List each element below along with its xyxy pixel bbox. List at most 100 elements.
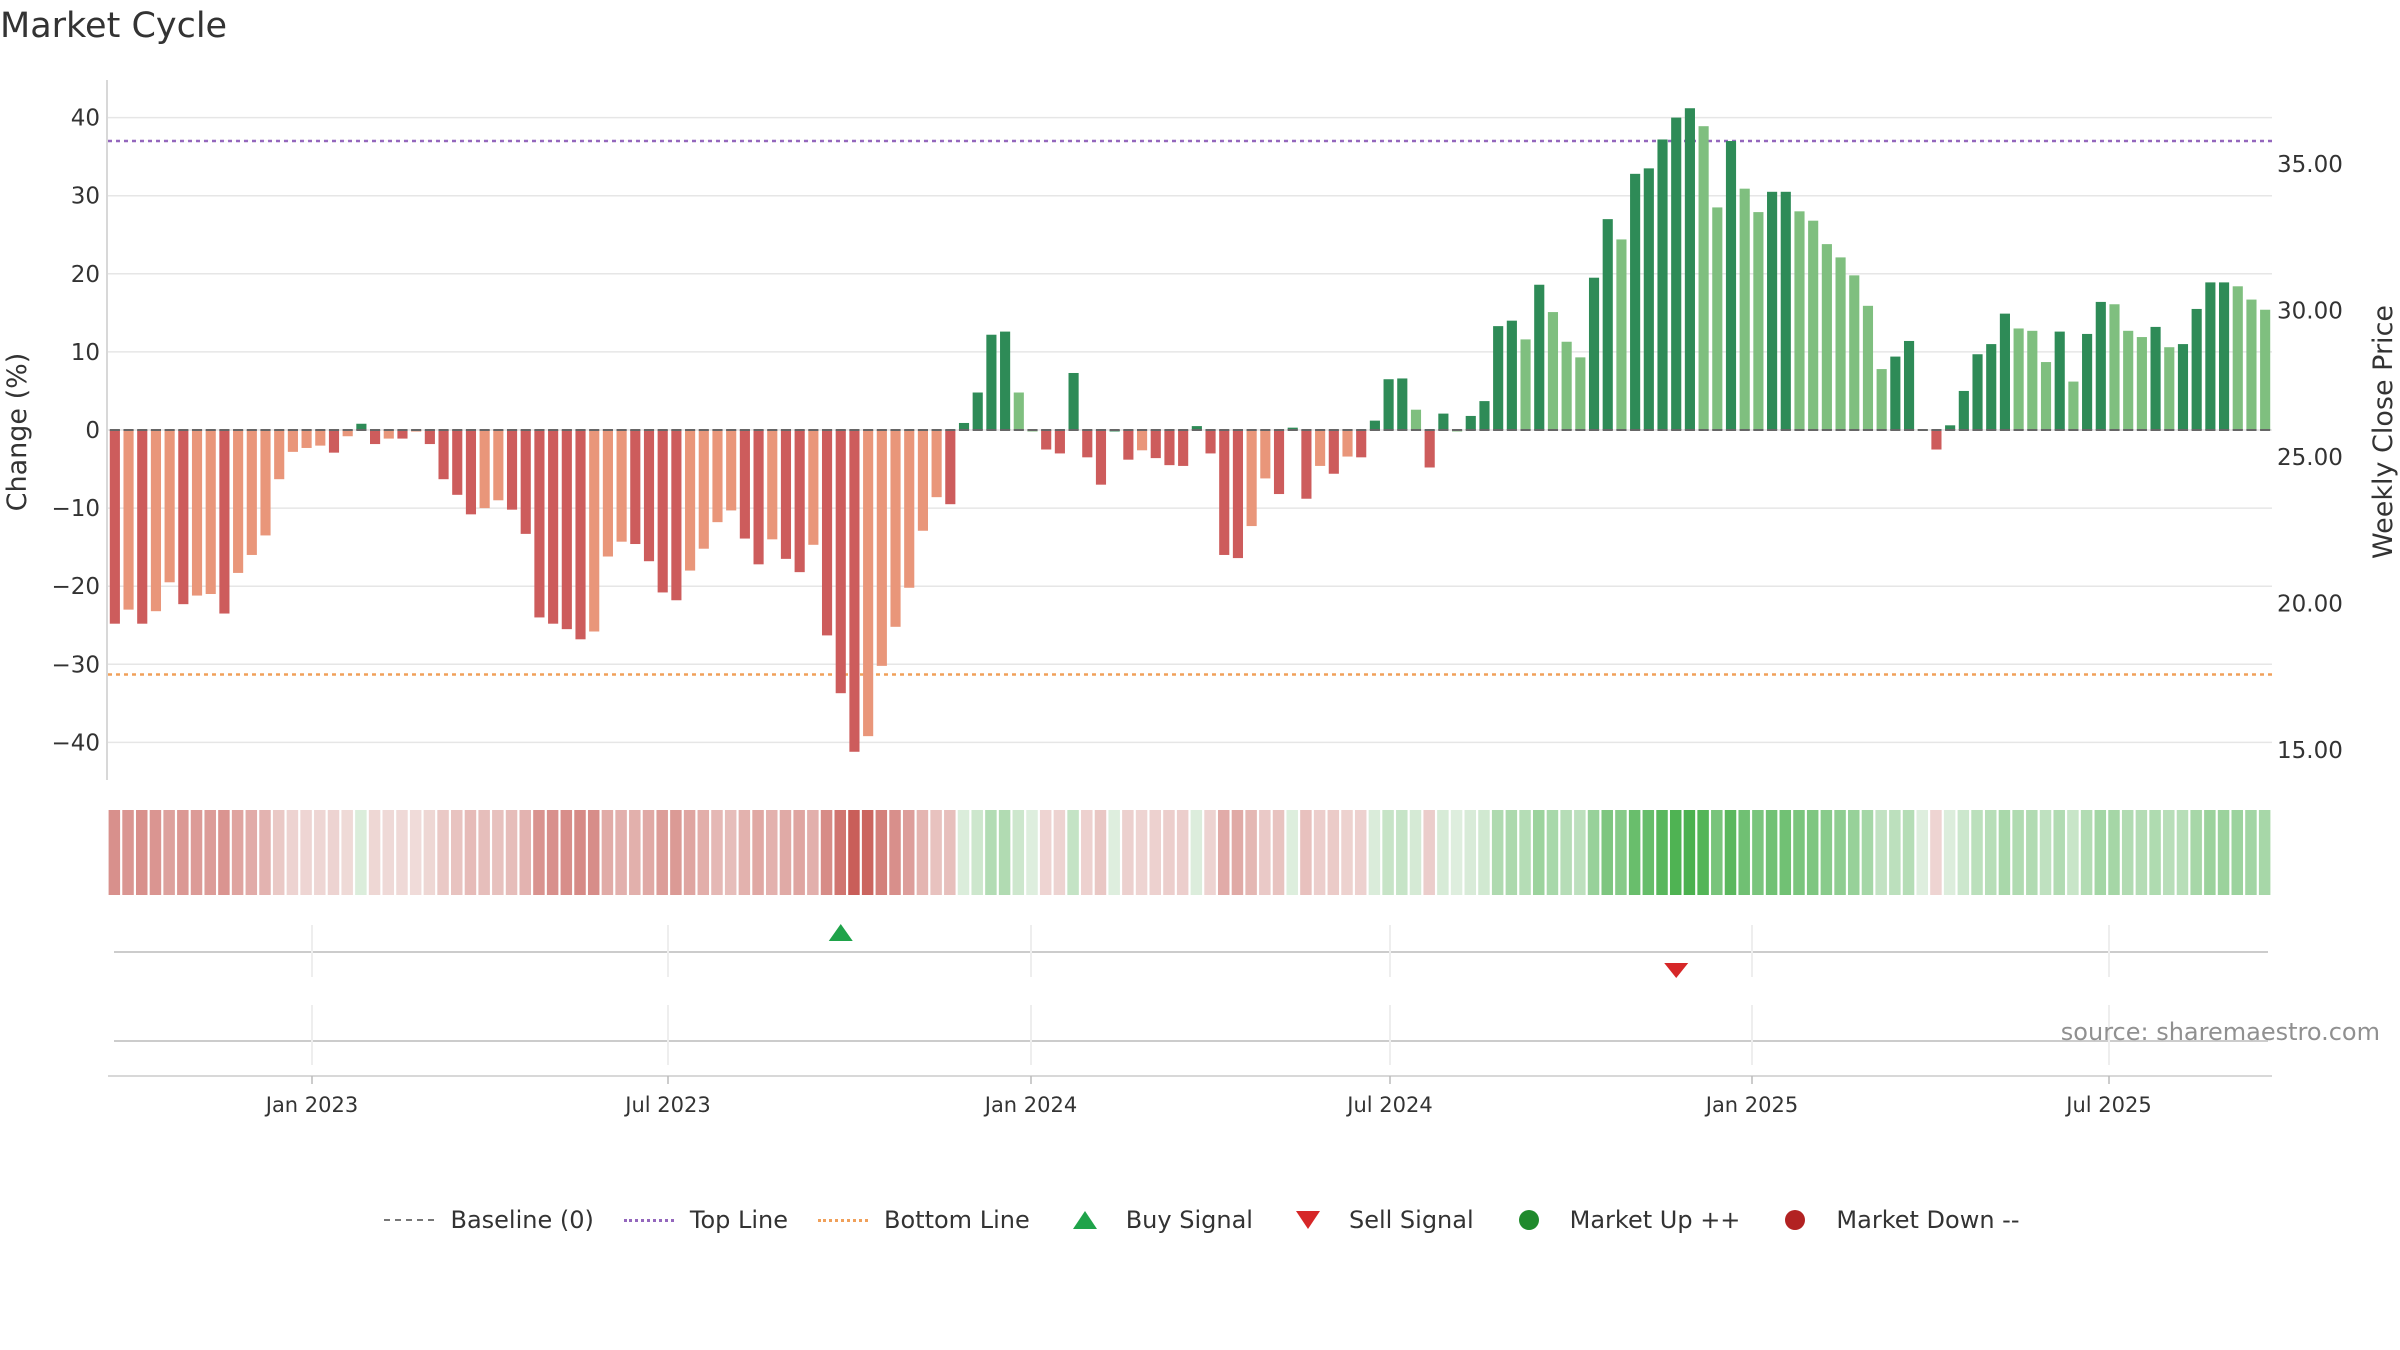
strip-cell [670,810,682,895]
strip-cell [423,810,436,895]
strip-cell [2094,810,2107,895]
bar [260,430,271,536]
dotted-line-icon [814,1211,872,1229]
strip-cell [1560,810,1572,895]
strip-cell [2121,810,2134,895]
bar [1041,430,1052,450]
bar [424,430,435,445]
bar [397,430,408,439]
strip-cell [2231,810,2244,895]
bar [753,430,764,565]
strip-cell [1916,810,1928,895]
strip-cell [1396,810,1408,895]
bar [1616,239,1627,430]
date-axis: Jan 2023 Jul 2023 Jan 2024 Jul 2024 Jan 2025… [108,925,2272,1117]
bar [671,430,682,601]
bar [616,430,627,542]
bar [1150,430,1161,459]
bar [1383,379,1394,430]
dash-line-icon [380,1211,438,1229]
strip-cell [848,810,860,895]
bar [150,430,162,612]
strip-cell [1587,810,1600,895]
y-tick-label: 30 [71,184,100,210]
strip-cell [1176,810,1189,895]
strip-cell [1998,810,2011,895]
strip-cell [1368,810,1381,895]
strip-cell [1628,810,1641,895]
buy-signal-marker [828,924,853,941]
y-tick-label: 40 [71,106,100,132]
strip-cell [861,810,874,895]
strip-cell [902,810,915,895]
strip-cell [1669,810,1682,895]
strip-cell [231,810,244,895]
bars-layer [109,108,2271,752]
bar [1178,430,1189,466]
y-right-tick-label: 35.00 [2277,152,2343,178]
strip-cell [1574,810,1586,895]
legend-top-line: Top Line [620,1206,788,1234]
strip-cell [1354,810,1367,895]
bar [1438,413,1449,430]
x-tick-label: Jan 2025 [1704,1093,1799,1117]
bar [2027,330,2038,430]
bar [712,430,723,523]
bar [1493,326,1504,430]
strip-cell [396,810,408,895]
strip-cell [1245,810,1257,895]
grid-layer [108,116,2272,744]
bar [479,430,490,509]
bar [315,430,326,446]
bar [1999,313,2010,430]
strip-cell [1026,810,1038,895]
legend-label: Sell Signal [1348,1206,1474,1234]
bar [1835,257,1846,430]
strip-cell [1478,810,1490,895]
bar [1301,430,1312,499]
circle-icon [1518,1210,1539,1230]
bar [534,430,545,618]
bar [958,422,970,430]
strip-cell [1957,810,1970,895]
reference-lines [108,139,2272,676]
bar [1890,356,1901,430]
legend: Baseline (0) Top Line Bottom Line Buy Si… [0,1206,2400,1234]
bar [520,430,531,534]
strip-cell [1930,810,1942,895]
bar [1534,284,1545,430]
bar [685,430,696,571]
bar [1397,378,1408,430]
strip-cell [916,810,929,895]
bar [137,430,148,624]
heat-strip [108,810,2271,895]
strip-cell [1437,810,1449,895]
strip-cell [1642,810,1655,895]
bar [1986,344,1997,430]
bar [1698,126,1709,430]
bar [917,430,928,531]
bar [2205,282,2216,430]
legend-label: Buy Signal [1125,1206,1253,1234]
bar [972,392,983,430]
bar [1054,430,1065,454]
bar [643,430,655,562]
bar [835,430,846,694]
strip-cell [135,810,148,895]
legend-label: Market Up ++ [1569,1206,1741,1234]
strip-cell [1861,810,1874,895]
legend-label: Market Down -- [1836,1206,2020,1234]
bar [767,430,778,540]
strip-cell [1834,810,1846,895]
bar [1465,415,1476,430]
strip-cell [451,810,463,895]
bar [2095,301,2106,430]
strip-cell [2108,810,2120,895]
bar [561,430,572,630]
y-right-tick-label: 20.00 [2277,592,2343,618]
strip-cell [601,810,614,895]
bar [1479,401,1490,430]
strip-cell [1135,810,1148,895]
bar [2013,328,2024,430]
strip-cell [1984,810,1997,895]
